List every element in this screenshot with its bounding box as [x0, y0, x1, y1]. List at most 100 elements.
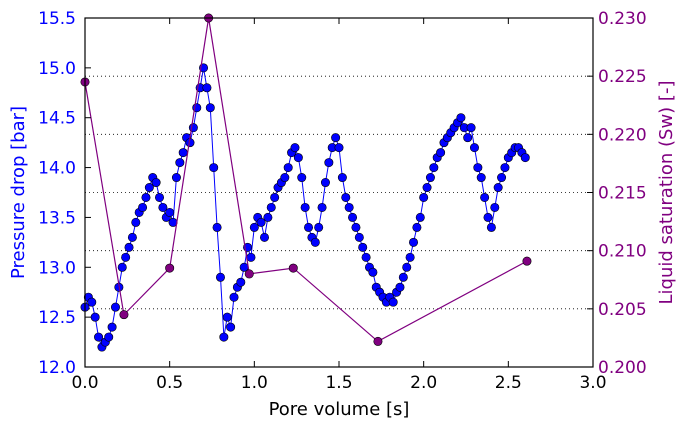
- pressure-point: [469, 143, 479, 153]
- pressure-point: [348, 212, 358, 222]
- y-right-tick-label: 0.205: [598, 300, 647, 320]
- saturation-point: [244, 269, 254, 279]
- pressure-point: [141, 192, 151, 202]
- pressure-point: [473, 163, 483, 173]
- pressure-point: [165, 207, 175, 217]
- y-left-tick-label: 14.5: [38, 109, 76, 129]
- pressure-point: [171, 173, 181, 183]
- y-left-tick-label: 13.5: [38, 208, 76, 228]
- pressure-point: [331, 133, 341, 143]
- pressure-point: [246, 252, 256, 262]
- pressure-point: [94, 332, 104, 342]
- x-tick-label: 0.0: [71, 373, 98, 393]
- pressure-point: [266, 202, 276, 212]
- pressure-point: [341, 192, 351, 202]
- pressure-point: [212, 222, 222, 232]
- pressure-point: [188, 123, 198, 133]
- pressure-point: [405, 252, 415, 262]
- x-tick-label: 2.5: [495, 373, 522, 393]
- y-right-tick-label: 0.225: [598, 67, 647, 87]
- pressure-point: [409, 237, 419, 247]
- y-right-tick-label: 0.200: [598, 358, 647, 378]
- pressure-point: [388, 297, 398, 307]
- pressure-point: [344, 202, 354, 212]
- pressure-point: [219, 332, 229, 342]
- pressure-point: [354, 232, 364, 242]
- pressure-point: [351, 222, 361, 232]
- pressure-point: [480, 192, 490, 202]
- pressure-point: [419, 192, 429, 202]
- pressure-point: [270, 192, 280, 202]
- pressure-point: [395, 282, 405, 292]
- pressure-point: [226, 322, 236, 332]
- pressure-point: [436, 148, 446, 158]
- pressure-point: [304, 222, 314, 232]
- pressure-point: [297, 173, 307, 183]
- saturation-point: [165, 263, 175, 273]
- pressure-point: [497, 173, 507, 183]
- pressure-point: [151, 178, 161, 188]
- y-left-tick-label: 15.0: [38, 59, 76, 79]
- pressure-point: [87, 297, 97, 307]
- pressure-point: [127, 232, 137, 242]
- pressure-point: [358, 242, 368, 252]
- y-right-tick-label: 0.215: [598, 184, 647, 204]
- pressure-point: [175, 158, 185, 168]
- saturation-point: [119, 310, 129, 320]
- pressure-point: [415, 212, 425, 222]
- pressure-point: [117, 262, 127, 272]
- pressure-point: [236, 277, 246, 287]
- y-left-axis-label: Pressure drop [bar]: [8, 106, 29, 279]
- pressure-point: [412, 222, 422, 232]
- pressure-point: [310, 237, 320, 247]
- pressure-point: [90, 312, 100, 322]
- pressure-point: [263, 212, 273, 222]
- pressure-point: [178, 148, 188, 158]
- saturation-point: [522, 256, 532, 266]
- pressure-point: [283, 163, 293, 173]
- y-right-tick-label: 0.210: [598, 242, 647, 262]
- pressure-point: [222, 312, 232, 322]
- x-tick-label: 1.0: [241, 373, 268, 393]
- pressure-point: [476, 173, 486, 183]
- pressure-point: [256, 217, 266, 227]
- pressure-point: [500, 163, 510, 173]
- y-right-axis-label: Liquid saturation (Sw) [-]: [656, 81, 677, 305]
- pressure-point: [259, 232, 269, 242]
- pressure-point: [490, 202, 500, 212]
- pressure-point: [422, 183, 432, 193]
- pressure-point: [144, 183, 154, 193]
- pressure-point: [317, 202, 327, 212]
- y-left-tick-label: 12.5: [38, 308, 76, 328]
- y-left-tick-label: 15.5: [38, 9, 76, 29]
- pressure-point: [121, 252, 131, 262]
- pressure-point: [110, 302, 120, 312]
- pressure-point: [314, 222, 324, 232]
- pressure-point: [293, 153, 303, 163]
- pressure-point: [456, 113, 466, 123]
- pressure-point: [229, 292, 239, 302]
- saturation-point: [288, 263, 298, 273]
- pressure-point: [429, 163, 439, 173]
- pressure-point: [337, 173, 347, 183]
- pressure-point: [486, 222, 496, 232]
- pressure-point: [280, 173, 290, 183]
- saturation-point: [373, 336, 383, 346]
- pressure-point: [104, 332, 114, 342]
- y-left-tick-label: 13.0: [38, 258, 76, 278]
- pressure-point: [158, 202, 168, 212]
- pressure-point: [398, 272, 408, 282]
- pressure-point: [466, 123, 476, 133]
- y-left-tick-label: 14.0: [38, 159, 76, 179]
- pressure-point: [209, 163, 219, 173]
- pressure-point: [324, 158, 334, 168]
- x-axis-label: Pore volume [s]: [269, 399, 410, 420]
- pressure-point: [368, 267, 378, 277]
- pressure-point: [202, 83, 212, 93]
- pressure-point: [493, 183, 503, 193]
- pressure-point: [249, 222, 259, 232]
- y-right-tick-label: 0.230: [598, 9, 647, 29]
- pressure-point: [320, 178, 330, 188]
